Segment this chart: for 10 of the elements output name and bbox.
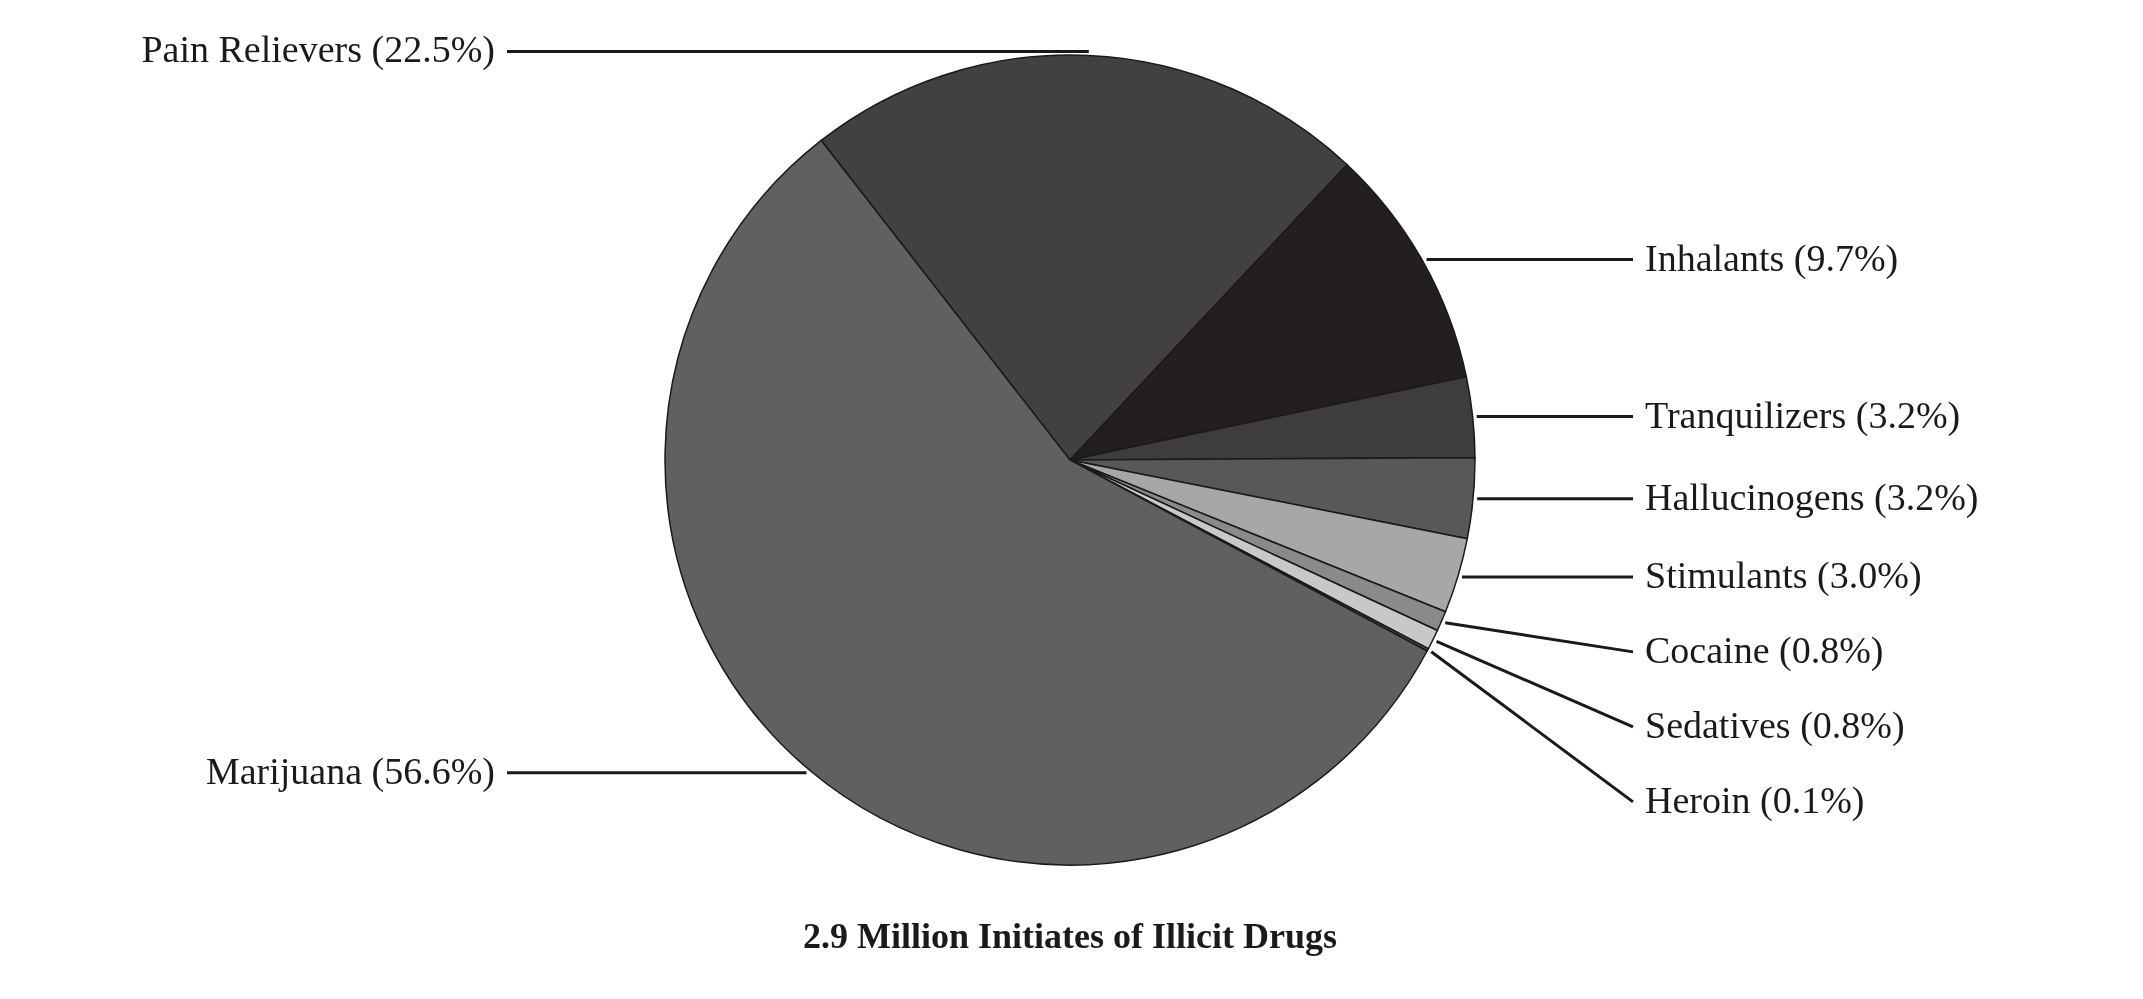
slice-label: Inhalants (9.7%) [1645,236,1899,280]
slice-label: Tranquilizers (3.2%) [1645,393,1961,437]
slice-label: Heroin (0.1%) [1645,778,1865,822]
slice-label: Stimulants (3.0%) [1645,553,1922,597]
slice-label: Pain Relievers (22.5%) [141,28,495,72]
slice-label: Sedatives (0.8%) [1645,703,1905,747]
slice-label: Marijuana (56.6%) [205,749,495,793]
slice-label: Hallucinogens (3.2%) [1645,475,1979,519]
text: 2.9 Million Initiates of Illicit Drugs [803,916,1337,956]
slice-label: Cocaine (0.8%) [1645,628,1884,672]
